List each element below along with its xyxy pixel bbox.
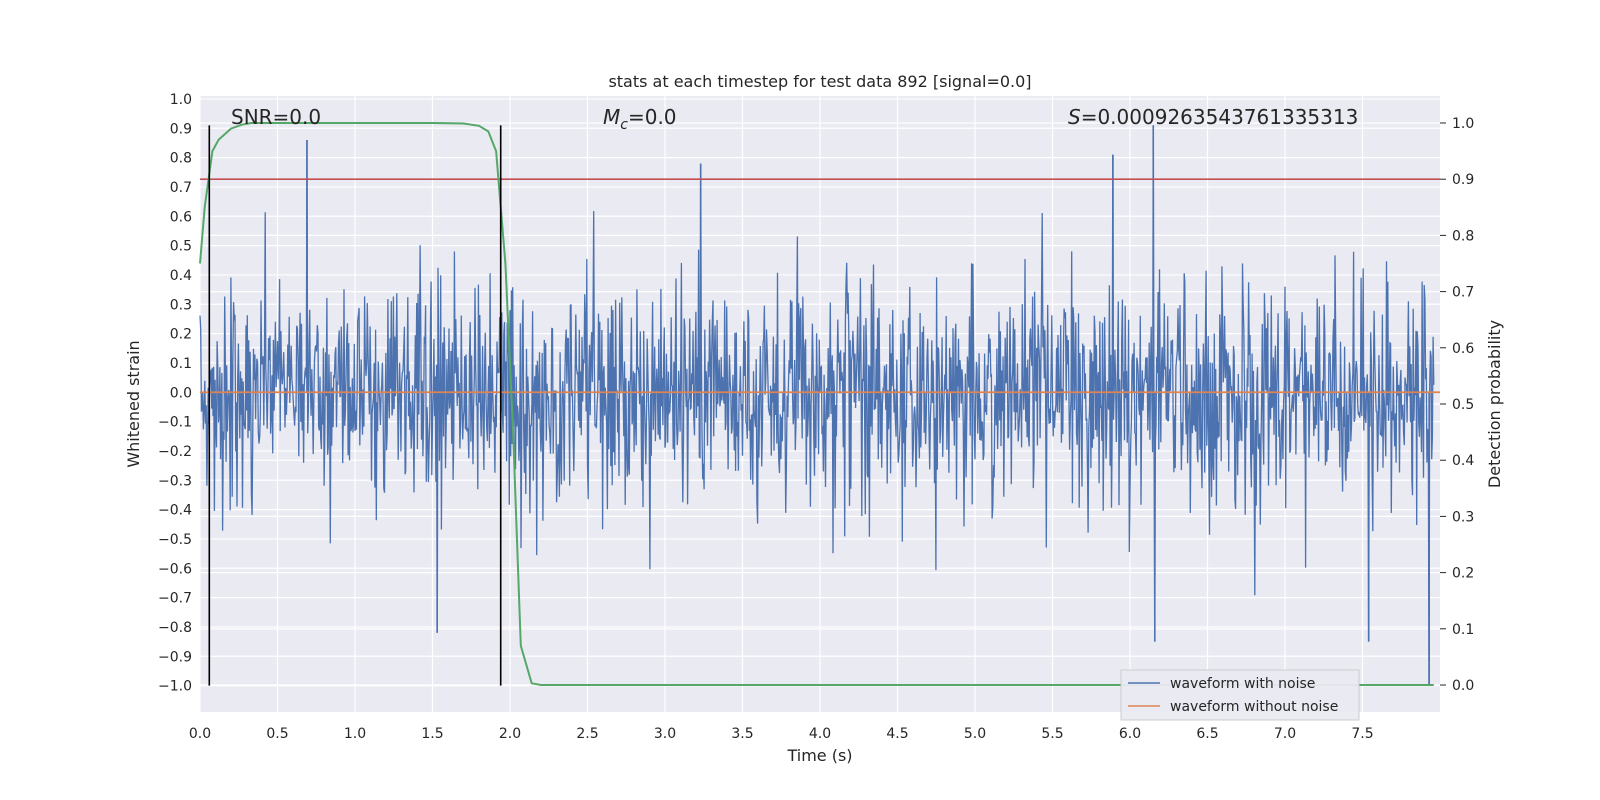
x-tick-label: 5.0 xyxy=(964,726,986,742)
y2-tick-label: 0.4 xyxy=(1452,453,1474,469)
y2-tick-label: 0.6 xyxy=(1452,341,1474,357)
y-tick-label: −0.6 xyxy=(158,561,192,577)
x-tick-label: 3.5 xyxy=(731,726,753,742)
x-tick-label: 2.0 xyxy=(499,726,521,742)
x-tick-label: 7.0 xyxy=(1274,726,1296,742)
y2-tick-label: 0.8 xyxy=(1452,228,1474,244)
y-tick-label: −0.9 xyxy=(158,649,192,665)
series-detection-probability xyxy=(199,122,1434,686)
y2-tick-label: 0.7 xyxy=(1452,285,1474,301)
y2-tick-label: 0.3 xyxy=(1452,509,1474,525)
snr-annotation: SNR=0.0 xyxy=(231,105,321,129)
mc-value: =0.0 xyxy=(628,105,677,129)
y2-tick-label: 0.2 xyxy=(1452,566,1474,582)
legend-box xyxy=(1120,669,1360,721)
y2-tick-label: 1.0 xyxy=(1452,116,1474,132)
series-waveform-with-noise xyxy=(199,125,1435,686)
x-tick-label: 4.5 xyxy=(886,726,908,742)
y2-tick-labels: 1.0 0.9 0.8 0.7 0.6 0.5 0.4 0.3 0.2 0.1 0.0 xyxy=(1440,116,1474,694)
y-tick-label: 0.6 xyxy=(170,209,192,225)
y-tick-label: 1.0 xyxy=(170,92,192,108)
legend-label-noise: waveform with noise xyxy=(1170,676,1315,692)
s-symbol: S xyxy=(1068,105,1081,129)
x-tick-label: 4.0 xyxy=(809,726,831,742)
y-tick-label: 0.7 xyxy=(170,180,192,196)
y-tick-label: 0.4 xyxy=(170,268,192,284)
y-tick-label: −0.1 xyxy=(158,415,192,431)
x-tick-label: 0.5 xyxy=(266,726,288,742)
chart-title: stats at each timestep for test data 892… xyxy=(608,72,1031,91)
mc-symbol: M xyxy=(603,105,620,129)
y-tick-label: 0.8 xyxy=(170,151,192,167)
mc-subscript: c xyxy=(620,117,628,133)
y2-tick-label: 0.1 xyxy=(1452,622,1474,638)
y2-tick-label: 0.9 xyxy=(1452,172,1474,188)
x-tick-label: 7.5 xyxy=(1351,726,1373,742)
s-value: =0.0009263543761335313 xyxy=(1081,105,1359,129)
s-annotation: S=0.0009263543761335313 xyxy=(1068,105,1358,129)
y-tick-label: −0.7 xyxy=(158,591,192,607)
y-tick-label: −0.8 xyxy=(158,620,192,636)
x-tick-label: 6.0 xyxy=(1119,726,1141,742)
x-tick-label: 2.5 xyxy=(576,726,598,742)
y-tick-label: −0.4 xyxy=(158,503,192,519)
y2-tick-label: 0.0 xyxy=(1452,678,1474,694)
y-tick-labels: 1.0 0.9 0.8 0.7 0.6 0.5 0.4 0.3 0.2 0.1 0.0 −0.1 −0.… xyxy=(158,92,192,695)
y-tick-label: −0.5 xyxy=(158,532,192,548)
x-tick-label: 0.0 xyxy=(189,726,211,742)
y-tick-label: −0.2 xyxy=(158,444,192,460)
y-tick-label: 0.2 xyxy=(170,327,192,343)
x-tick-label: 1.0 xyxy=(344,726,366,742)
y2-axis-label: Detection probability xyxy=(1485,320,1504,488)
y2-tick-label: 0.5 xyxy=(1452,397,1474,413)
waveform-with-noise-line xyxy=(199,125,1435,686)
y-tick-label: 0.1 xyxy=(170,356,192,372)
x-tick-label: 3.0 xyxy=(654,726,676,742)
y-axis-label: Whitened strain xyxy=(124,340,143,467)
y-tick-label: 0.9 xyxy=(170,121,192,137)
x-tick-label: 1.5 xyxy=(421,726,443,742)
vertical-markers xyxy=(208,125,502,686)
x-tick-label: 5.5 xyxy=(1041,726,1063,742)
y-tick-label: 0.5 xyxy=(170,239,192,255)
y-tick-label: 0.0 xyxy=(170,385,192,401)
x-tick-labels: 0.0 0.5 1.0 1.5 2.0 2.5 3.0 3.5 4.0 4.5 5.0 5.5 6.0 6… xyxy=(189,726,1374,742)
y-tick-label: −1.0 xyxy=(158,679,192,695)
x-tick-label: 6.5 xyxy=(1196,726,1218,742)
legend: waveform with noise waveform without noi… xyxy=(1120,669,1360,721)
y-tick-label: −0.3 xyxy=(158,473,192,489)
x-axis-label: Time (s) xyxy=(786,746,852,765)
detection-probability-line xyxy=(199,122,1434,686)
legend-label-clean: waveform without noise xyxy=(1170,699,1338,715)
mc-annotation: Mc=0.0 xyxy=(603,105,677,133)
y-tick-label: 0.3 xyxy=(170,297,192,313)
